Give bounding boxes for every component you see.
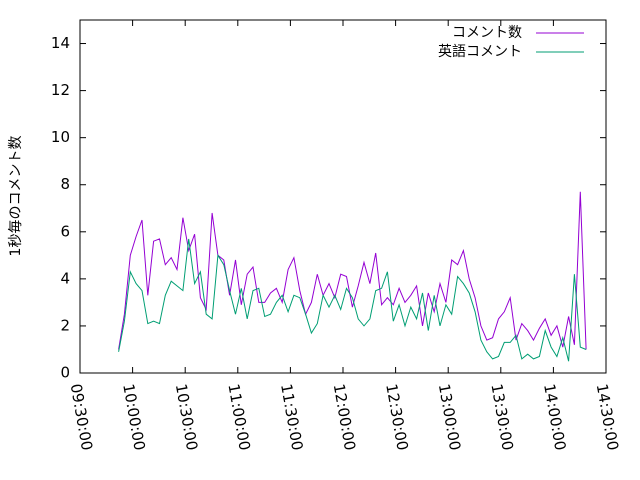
y-tick-label: 8 xyxy=(60,175,70,193)
y-tick-label: 6 xyxy=(60,222,70,240)
legend-label: 英語コメント xyxy=(438,43,522,60)
y-tick-label: 10 xyxy=(51,128,70,146)
plot-border xyxy=(79,19,607,374)
series-line xyxy=(118,238,587,362)
y-tick-label: 2 xyxy=(60,316,70,334)
y-tick-label: 0 xyxy=(60,364,70,382)
series-line xyxy=(118,191,587,350)
y-tick-label: 12 xyxy=(51,81,70,99)
y-tick-label: 4 xyxy=(60,269,70,287)
y-axis-label: 1秒毎のコメント数 xyxy=(8,136,24,257)
y-tick-label: 14 xyxy=(51,34,70,52)
legend-label: コメント数 xyxy=(452,25,522,41)
